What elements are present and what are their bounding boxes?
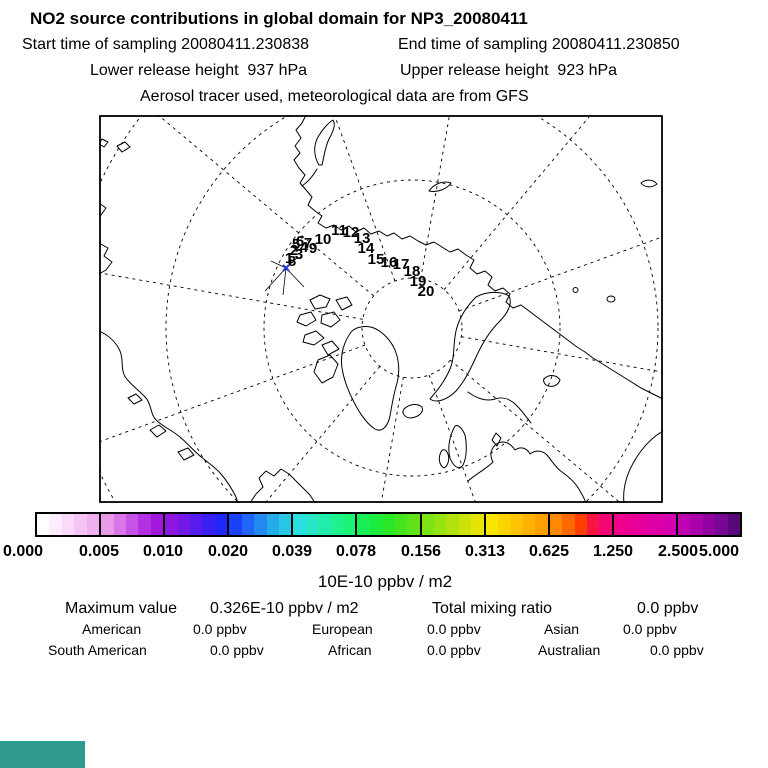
colorbar-tick: 0.313 [464, 543, 506, 560]
upper-release-text: Upper release height 923 hPa [400, 62, 618, 79]
colorbar-units-label: 10E-10 ppbv / m2 [317, 572, 453, 591]
total-ratio-value: 0.0 ppbv [637, 600, 699, 617]
svg-text:11: 11 [331, 222, 347, 239]
colorbar-segment [293, 514, 358, 535]
lower-release-text: Lower release height 937 hPa [90, 62, 308, 79]
region-american-label: American [82, 621, 142, 637]
region-south-american-value: 0.0 ppbv [210, 642, 264, 658]
colorbar-segment [229, 514, 294, 535]
colorbar-tick: 0.005 [78, 543, 120, 560]
region-european-label: European [312, 621, 373, 637]
total-ratio-label: Total mixing ratio [432, 600, 553, 617]
colorbar-segment [485, 514, 550, 535]
svg-text:14: 14 [358, 240, 375, 257]
colorbar-segment [421, 514, 486, 535]
colorbar-tick: 0.020 [207, 543, 249, 560]
graticule [99, 115, 663, 503]
colorbar-segment [613, 514, 678, 535]
region-african-label: African [328, 642, 372, 658]
svg-text:9: 9 [309, 240, 317, 257]
svg-text:5: 5 [292, 236, 300, 253]
colorbar-segment [357, 514, 422, 535]
colorbar-tick: 0.625 [528, 543, 570, 560]
meridian-lines [99, 115, 663, 503]
end-time-text: End time of sampling 20080411.230850 [398, 36, 680, 53]
coastlines [99, 115, 663, 503]
colorbar [35, 512, 742, 537]
region-south-american-label: South American [48, 642, 147, 658]
region-australian-value: 0.0 ppbv [650, 642, 704, 658]
svg-text:3: 3 [295, 246, 303, 263]
svg-text:12: 12 [343, 224, 360, 241]
colorbar-segment [165, 514, 230, 535]
colorbar-tick: 0.000 [2, 543, 44, 560]
region-asian-value: 0.0 ppbv [623, 621, 677, 637]
svg-text:16: 16 [381, 254, 398, 271]
colorbar-segment [677, 514, 741, 535]
colorbar-tick: 0.039 [271, 543, 313, 560]
colorbar-segment [549, 514, 614, 535]
colorbar-tick: 0.156 [400, 543, 442, 560]
region-australian-label: Australian [538, 642, 601, 658]
max-value-label: Maximum value [65, 600, 178, 617]
svg-text:6: 6 [296, 233, 304, 250]
colorbar-tick: 5.000 [698, 543, 740, 560]
svg-text:13: 13 [354, 230, 371, 247]
release-marker-icon [282, 264, 290, 272]
region-african-value: 0.0 ppbv [427, 642, 481, 658]
colorbar-tick: 2.500 [657, 543, 699, 560]
max-value-number: 0.326E-10 ppbv / m2 [210, 600, 359, 617]
svg-text:4: 4 [300, 239, 309, 256]
svg-text:15: 15 [368, 251, 385, 268]
region-asian-label: Asian [544, 621, 580, 637]
svg-text:7: 7 [304, 235, 312, 252]
svg-text:1: 1 [285, 250, 293, 267]
footer-color-swatch [0, 741, 85, 768]
colorbar-tick: 0.010 [142, 543, 184, 560]
svg-text:2: 2 [290, 242, 298, 259]
start-time-text: Start time of sampling 20080411.230838 [22, 36, 310, 53]
colorbar-tick: 0.078 [335, 543, 377, 560]
map-frame [99, 115, 663, 503]
colorbar-segment [37, 514, 102, 535]
svg-text:10: 10 [315, 231, 332, 248]
tracer-note-text: Aerosol tracer used, meteorological data… [140, 88, 529, 105]
colorbar-segment [101, 514, 166, 535]
page-title: NO2 source contributions in global domai… [30, 9, 528, 28]
svg-text:8: 8 [288, 253, 296, 270]
svg-text:20: 20 [418, 283, 435, 300]
region-american-value: 0.0 ppbv [193, 621, 247, 637]
svg-text:17: 17 [393, 256, 410, 273]
svg-text:18: 18 [404, 263, 421, 280]
colorbar-tick-labels: 0.000 0.005 0.010 0.020 0.039 0.078 0.156 0.313… [0, 543, 768, 561]
svg-text:19: 19 [410, 273, 427, 290]
region-european-value: 0.0 ppbv [427, 621, 481, 637]
colorbar-tick: 1.250 [592, 543, 634, 560]
